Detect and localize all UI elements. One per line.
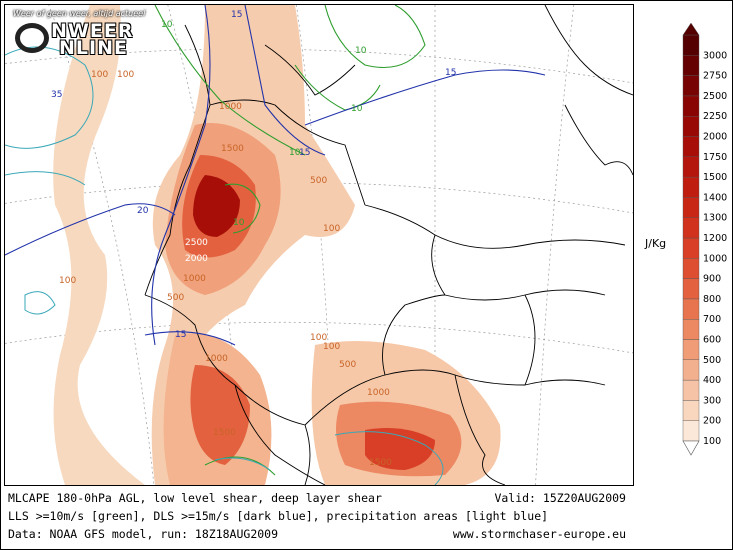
lls-label: 10 xyxy=(289,148,301,158)
lls-label: 10 xyxy=(161,20,173,30)
legend-swatch xyxy=(682,420,700,442)
cape-label: 100 xyxy=(310,333,327,343)
cape-label: 1000 xyxy=(367,388,390,398)
cape-label: 100 xyxy=(59,276,76,286)
logo-word-bottom: NLINE xyxy=(59,37,128,59)
logo-word-top: NWEER xyxy=(51,20,134,42)
caption-description: LLS >=10m/s [green], DLS >=15m/s [dark b… xyxy=(8,509,549,523)
legend-tick-label: 2750 xyxy=(703,71,727,82)
legend-tick-label: 700 xyxy=(703,314,721,325)
cape-label: 100 xyxy=(323,342,340,352)
logo-o-ring-icon xyxy=(15,23,49,53)
legend-tick-label: 2000 xyxy=(703,132,727,143)
legend-tick-label: 1200 xyxy=(703,233,727,244)
legend-swatch xyxy=(682,237,700,259)
legend-tick-label: 400 xyxy=(703,375,721,386)
cape-labels: 100 100 1000 1500 2500 2000 1000 500 500… xyxy=(59,70,392,468)
cape-label: 1500 xyxy=(221,144,244,154)
cape-label: 500 xyxy=(310,176,327,186)
legend-colorbar: 100 200 300 400 500 600 700 800 900 1000 1200 1300 1… xyxy=(682,22,727,456)
legend-tick-label: 600 xyxy=(703,335,721,346)
dls-label: 15 xyxy=(299,148,310,158)
legend-tick-label: 1500 xyxy=(703,172,727,183)
legend-swatch xyxy=(682,339,700,360)
legend-swatch xyxy=(682,156,700,178)
cape-label: 500 xyxy=(339,360,356,370)
lls-label: 10 xyxy=(233,218,245,228)
caption-website: www.stormchaser-europe.eu xyxy=(452,527,626,541)
dls-contours xyxy=(5,5,546,346)
lls-label: 10 xyxy=(355,46,367,56)
caption-valid-time: Valid: 15Z20AUG2009 xyxy=(494,491,626,505)
weather-map: 100 100 1000 1500 2500 2000 1000 500 500… xyxy=(4,4,634,486)
caption-title: MLCAPE 180-0hPa AGL, low level shear, de… xyxy=(8,491,382,505)
onweer-online-logo: Weer of geen weer, altijd actueel NWEER … xyxy=(11,9,171,59)
legend-tick-label: 800 xyxy=(703,294,721,305)
logo-tagline: Weer of geen weer, altijd actueel xyxy=(13,9,146,18)
dls-label: 15 xyxy=(445,68,456,78)
cape-area-southeast-core xyxy=(365,427,435,470)
caption-data-source: Data: NOAA GFS model, run: 18Z18AUG2009 xyxy=(8,527,279,541)
cape-area-west xyxy=(53,5,145,485)
cape-shading xyxy=(53,5,501,485)
legend-swatch xyxy=(682,400,700,421)
legend-swatch xyxy=(682,319,700,340)
legend-tick-label: 200 xyxy=(703,416,721,427)
cape-label: 500 xyxy=(167,293,184,303)
dls-label: 35 xyxy=(51,90,62,100)
legend-max-arrow xyxy=(682,22,700,36)
legend-tick-label: 2250 xyxy=(703,111,727,122)
cape-label: 1000 xyxy=(183,274,206,284)
lls-label: 10 xyxy=(351,104,363,114)
legend-swatch xyxy=(682,379,700,401)
legend-swatch xyxy=(682,55,700,76)
cape-label: 100 xyxy=(323,224,340,234)
map-caption: MLCAPE 180-0hPa AGL, low level shear, de… xyxy=(4,487,632,547)
cape-label: 2000 xyxy=(185,254,208,264)
legend-swatch xyxy=(682,197,700,218)
dls-label: 30 xyxy=(61,44,73,54)
legend-tick-label: 900 xyxy=(703,274,721,285)
legend-swatch xyxy=(682,298,700,320)
legend-swatch xyxy=(682,359,700,381)
legend-tick-label: 1400 xyxy=(703,192,727,203)
cape-label: 1500 xyxy=(369,458,392,468)
legend-swatch xyxy=(682,115,700,137)
dls-label: 15 xyxy=(231,10,242,20)
legend-swatch xyxy=(682,217,700,239)
cape-label: 1000 xyxy=(205,354,228,364)
legend-tick-label: 100 xyxy=(703,436,721,447)
map-canvas: 100 100 1000 1500 2500 2000 1000 500 500… xyxy=(5,5,633,485)
legend-tick-label: 500 xyxy=(703,355,721,366)
legend-min-arrow xyxy=(682,440,700,456)
cape-label: 2500 xyxy=(185,238,208,248)
cape-label: 100 xyxy=(117,70,134,80)
cape-label: 1000 xyxy=(219,102,242,112)
dls-label: 15 xyxy=(175,330,186,340)
cape-area-southwest-core xyxy=(190,365,250,465)
cape-area-north-peak xyxy=(193,175,240,237)
legend-tick-label: 1000 xyxy=(703,253,727,264)
legend-swatch xyxy=(682,75,700,97)
legend-swatch xyxy=(682,176,700,198)
legend-tick-label: 1750 xyxy=(703,152,727,163)
legend-unit: J/Kg xyxy=(645,237,667,250)
legend-swatch xyxy=(682,278,700,300)
cape-label: 100 xyxy=(91,70,108,80)
legend-swatch xyxy=(682,258,700,279)
legend-swatch xyxy=(682,95,700,117)
cape-label: 1500 xyxy=(213,428,236,438)
cape-color-legend: 100 200 300 400 500 600 700 800 900 1000 1200 1300 1… xyxy=(641,21,731,471)
lls-labels: 10 10 10 10 10 xyxy=(161,20,367,228)
legend-tick-label: 300 xyxy=(703,395,721,406)
legend-tick-label: 3000 xyxy=(703,50,727,61)
legend-swatch xyxy=(682,136,700,157)
borders xyxy=(144,5,633,485)
dls-label: 20 xyxy=(137,206,149,216)
legend-swatch xyxy=(682,34,700,56)
legend-tick-label: 1300 xyxy=(703,213,727,224)
legend-tick-label: 2500 xyxy=(703,91,727,102)
dls-labels: 15 15 15 20 15 30 35 xyxy=(51,10,456,340)
